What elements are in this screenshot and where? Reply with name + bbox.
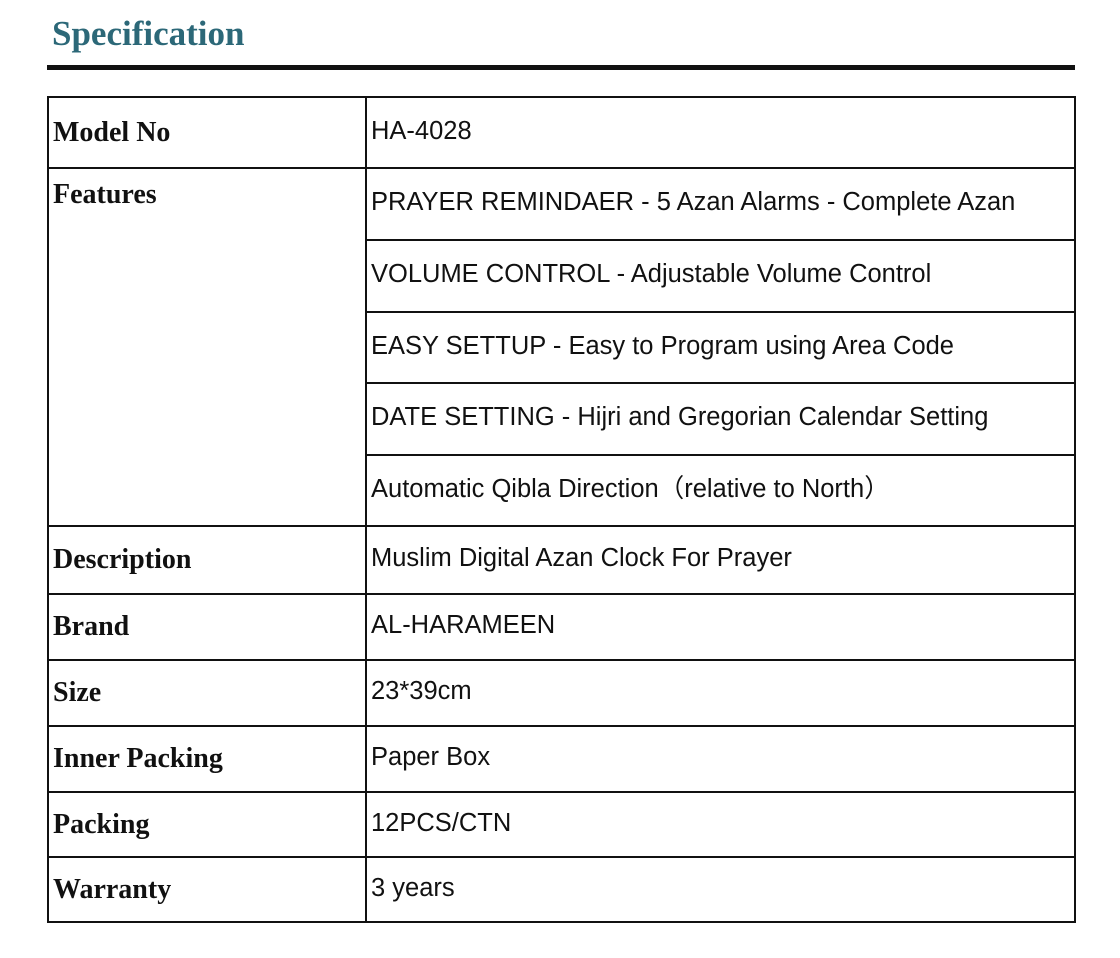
spec-label: Packing: [47, 791, 367, 858]
table-row: Inner Packing Paper Box: [47, 725, 1076, 793]
table-row: EASY SETTUP - Easy to Program using Area…: [48, 311, 1076, 384]
spec-value: 12PCS/CTN: [365, 791, 1076, 858]
spec-label: Brand: [47, 593, 367, 661]
title-divider: [47, 65, 1075, 70]
table-row: Model No HA-4028: [47, 96, 1076, 169]
spec-value: Muslim Digital Azan Clock For Prayer: [365, 525, 1076, 595]
table-row: Brand AL-HARAMEEN: [47, 593, 1076, 661]
spec-value: Paper Box: [365, 725, 1076, 793]
spec-label: Description: [47, 525, 367, 595]
spec-value: PRAYER REMINDAER - 5 Azan Alarms - Compl…: [365, 167, 1076, 241]
spec-label: Features: [47, 167, 367, 527]
spec-value: EASY SETTUP - Easy to Program using Area…: [365, 311, 1076, 384]
table-row: Description Muslim Digital Azan Clock For…: [47, 525, 1076, 595]
spec-label: Warranty: [47, 856, 367, 923]
page-title: Specification: [52, 14, 245, 53]
spec-label: Model No: [47, 96, 367, 169]
table-row: Packing 12PCS/CTN: [47, 791, 1076, 858]
spec-value: HA-4028: [365, 96, 1076, 169]
spec-value: 23*39cm: [365, 659, 1076, 727]
table-row: Warranty 3 years: [47, 856, 1076, 923]
table-row: Features PRAYER REMINDAER - 5 Azan Alarms…: [47, 167, 1076, 527]
spec-value: 3 years: [365, 856, 1076, 923]
spec-label: Inner Packing: [47, 725, 367, 793]
table-row: DATE SETTING - Hijri and Gregorian Calen…: [48, 382, 1076, 456]
spec-value: Automatic Qibla Direction（relative to No…: [365, 454, 1076, 527]
spec-value: VOLUME CONTROL - Adjustable Volume Contr…: [365, 239, 1076, 313]
table-row: Size 23*39cm: [47, 659, 1076, 727]
table-row: VOLUME CONTROL - Adjustable Volume Contr…: [48, 239, 1076, 313]
specification-table: Model No HA-4028 Features PRAYER REMINDAER …: [47, 96, 1076, 923]
table-row: Automatic Qibla Direction（relative to No…: [48, 454, 1076, 527]
spec-value: DATE SETTING - Hijri and Gregorian Calen…: [365, 382, 1076, 456]
spec-label: Size: [47, 659, 367, 727]
spec-value: AL-HARAMEEN: [365, 593, 1076, 661]
